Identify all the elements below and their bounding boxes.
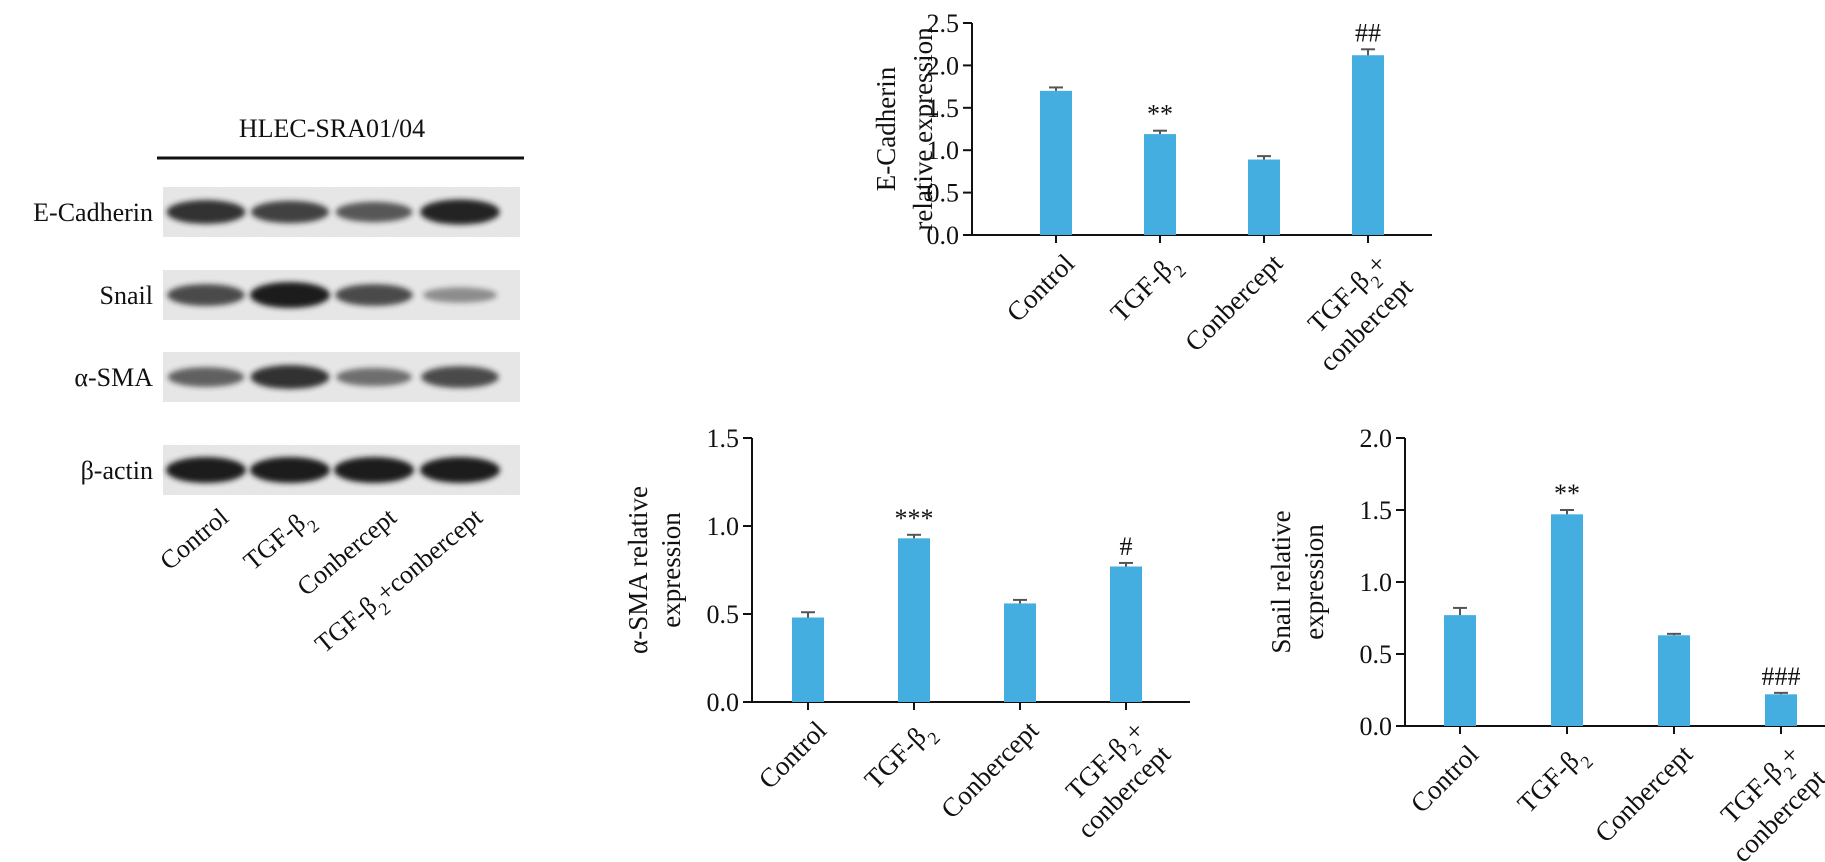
- blot-band: [250, 282, 330, 308]
- bar: [1144, 134, 1176, 235]
- x-category-label-part: TGF-β: [1105, 254, 1178, 327]
- x-category-label: Conbercept: [935, 715, 1045, 825]
- x-category-label: Control: [753, 715, 833, 795]
- blot-band: [423, 287, 497, 303]
- y-axis-label: expression: [1299, 524, 1329, 640]
- blot-band: [420, 199, 500, 225]
- blot-lane-label: Control: [154, 502, 234, 575]
- blot-band: [167, 367, 245, 387]
- x-category-label: Conbercept: [1589, 739, 1699, 849]
- significance-marker: ***: [895, 504, 934, 533]
- y-tick-label: 0.0: [707, 688, 740, 717]
- blot-band: [251, 200, 329, 224]
- y-tick-label: 0.5: [707, 600, 740, 629]
- bar: [898, 538, 930, 702]
- y-tick-label: 1.5: [927, 94, 960, 123]
- blot-row-label: β-actin: [81, 456, 153, 485]
- blot-lane-label: TGF-β2+conbercept: [309, 502, 493, 665]
- blot-lane-label-part: TGF-β: [309, 591, 382, 659]
- x-category-label: TGF-β2: [1512, 739, 1597, 824]
- blot-lane-label-part: Control: [154, 502, 234, 575]
- blot-row-label: E-Cadherin: [33, 198, 153, 227]
- x-category-label-part: +: [1118, 715, 1150, 747]
- x-category-label: Control: [1001, 248, 1081, 328]
- y-axis-label: E-Cadherin: [871, 66, 901, 191]
- y-tick-label: 2.0: [927, 51, 960, 80]
- blot-band: [166, 200, 246, 224]
- western-blot-panel: HLEC-SRA01/04 E-Cadherin Snail α-SMA β-acti…: [33, 114, 524, 665]
- significance-marker: ##: [1355, 18, 1381, 47]
- bar: [1040, 90, 1072, 235]
- bar: [1658, 635, 1690, 726]
- x-category-label-part: TGF-β: [859, 721, 932, 794]
- significance-marker: ###: [1762, 662, 1801, 691]
- blot-band: [167, 284, 245, 306]
- blot-row-label: Snail: [100, 281, 153, 310]
- y-tick-label: 1.5: [1360, 496, 1393, 525]
- bar: [1004, 603, 1036, 702]
- bar: [1551, 514, 1583, 726]
- y-tick-label: 0.0: [927, 221, 960, 250]
- x-category-label: Control: [1405, 739, 1485, 819]
- x-category-label-part: +: [1773, 739, 1805, 771]
- blot-band: [250, 365, 330, 389]
- significance-marker: **: [1554, 479, 1580, 508]
- y-axis-label: Snail relative: [1266, 510, 1296, 653]
- y-tick-label: 2.5: [927, 9, 960, 38]
- blot-band: [335, 201, 413, 223]
- y-axis-label: expression: [656, 512, 686, 628]
- blot-band: [250, 457, 330, 483]
- x-category-label-part: +: [1360, 248, 1392, 280]
- y-axis-label: relative expression: [908, 27, 938, 231]
- e-cadherin-chart: 0.0 0.5 1.0 1.5 2.0 2.5 E-Cadherin relative exp…: [871, 9, 1432, 377]
- y-tick-label: 1.0: [1360, 568, 1393, 597]
- significance-marker: #: [1120, 532, 1133, 561]
- y-axis-label: α-SMA relative: [623, 486, 653, 654]
- y-tick-label: 2.0: [1360, 424, 1393, 453]
- bar: [1352, 55, 1384, 235]
- x-category-label-part: Conbercept: [1179, 248, 1289, 358]
- significance-marker: **: [1147, 100, 1173, 129]
- blot-band: [335, 284, 413, 306]
- bar: [1765, 694, 1797, 726]
- x-category-label-part: Conbercept: [1589, 739, 1699, 849]
- blot-row-2: α-SMA: [74, 352, 520, 402]
- blot-band: [420, 457, 500, 483]
- blot-band: [336, 367, 412, 387]
- y-tick-label: 0.5: [927, 179, 960, 208]
- x-category-label-part: Conbercept: [935, 715, 1045, 825]
- x-category-label-part: TGF-β: [1512, 745, 1585, 818]
- y-tick-label: 0.0: [1360, 712, 1393, 741]
- x-category-label-part: Control: [753, 715, 833, 795]
- x-category-label: TGF-β2: [859, 715, 944, 800]
- alpha-sma-chart: 0.0 0.5 1.0 1.5 α-SMA relative expression Cont…: [623, 424, 1190, 844]
- blot-band: [166, 457, 246, 483]
- blot-band: [334, 457, 414, 483]
- blot-lane-label-part: TGF-β: [238, 508, 311, 576]
- bar: [792, 617, 824, 702]
- x-category-label: Conbercept: [1179, 248, 1289, 358]
- y-tick-label: 1.0: [927, 136, 960, 165]
- bar: [1110, 566, 1142, 702]
- blot-row-3: β-actin: [81, 445, 520, 495]
- y-tick-label: 1.0: [707, 512, 740, 541]
- blot-row-1: Snail: [100, 270, 520, 320]
- x-category-label-part: Control: [1405, 739, 1485, 819]
- bar: [1444, 615, 1476, 726]
- blot-band: [421, 366, 499, 388]
- bar: [1248, 159, 1280, 235]
- x-category-label-part: Control: [1001, 248, 1081, 328]
- y-tick-label: 0.5: [1360, 640, 1393, 669]
- cell-line-label: HLEC-SRA01/04: [239, 114, 425, 143]
- y-tick-label: 1.5: [707, 424, 740, 453]
- x-category-label: TGF-β2: [1105, 248, 1190, 333]
- snail-chart: 0.0 0.5 1.0 1.5 2.0 Snail relative expression C…: [1266, 424, 1825, 862]
- blot-row-label: α-SMA: [74, 363, 153, 392]
- blot-row-0: E-Cadherin: [33, 187, 520, 237]
